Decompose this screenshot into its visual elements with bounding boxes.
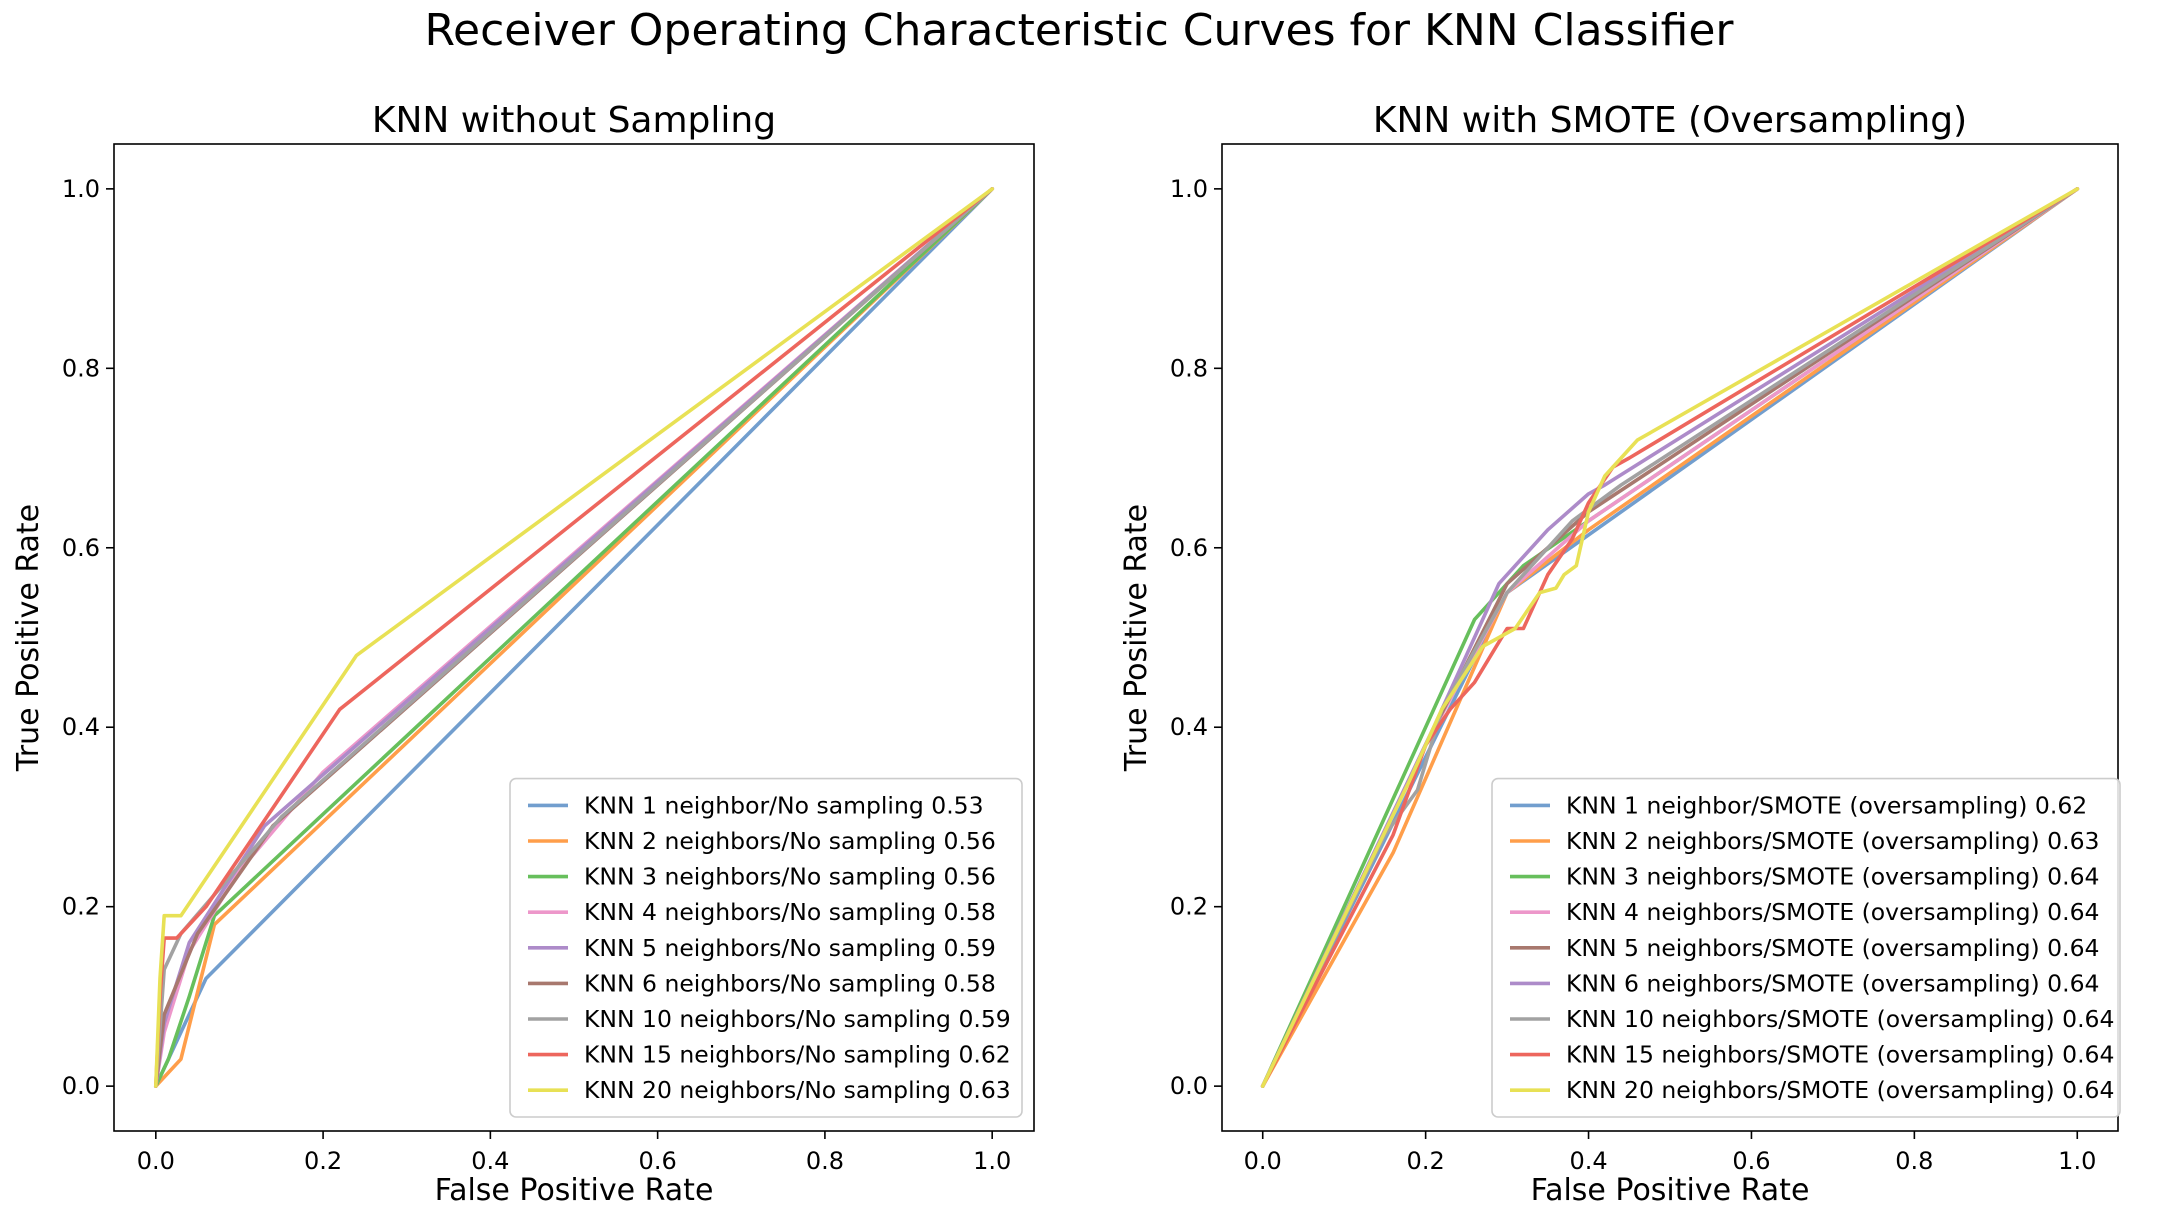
figure-title: Receiver Operating Characteristic Curves… — [424, 5, 1734, 56]
legend-entry: KNN 1 neighbor/No sampling 0.53 — [584, 791, 984, 819]
y-tick-label: 0.2 — [1170, 893, 1208, 921]
x-tick-label: 0.2 — [304, 1147, 342, 1175]
legend-entry: KNN 6 neighbors/No sampling 0.58 — [584, 969, 996, 997]
x-tick-label: 0.8 — [1895, 1147, 1933, 1175]
y-axis-label: True Positive Rate — [11, 504, 46, 772]
x-tick-label: 0.2 — [1407, 1147, 1445, 1175]
y-tick-label: 0.2 — [62, 893, 100, 921]
y-tick-label: 0.8 — [62, 354, 100, 382]
legend-entry: KNN 15 neighbors/No sampling 0.62 — [584, 1041, 1011, 1069]
y-tick-label: 0.0 — [62, 1072, 100, 1100]
y-tick-label: 1.0 — [62, 175, 100, 203]
y-tick-label: 0.4 — [1170, 713, 1208, 741]
y-tick-label: 0.6 — [1170, 534, 1208, 562]
legend-entry: KNN 4 neighbors/SMOTE (oversampling) 0.6… — [1566, 898, 2100, 926]
panel-title: KNN without Sampling — [372, 100, 776, 141]
x-tick-label: 0.6 — [1732, 1147, 1770, 1175]
y-axis-label: True Positive Rate — [1119, 504, 1154, 772]
legend-entry: KNN 3 neighbors/SMOTE (oversampling) 0.6… — [1566, 863, 2100, 891]
legend-entry: KNN 5 neighbors/No sampling 0.59 — [584, 934, 996, 962]
x-tick-label: 0.0 — [1244, 1147, 1282, 1175]
x-tick-label: 0.0 — [137, 1147, 175, 1175]
panel-title: KNN with SMOTE (Oversampling) — [1373, 100, 1967, 141]
legend-entry: KNN 4 neighbors/No sampling 0.58 — [584, 898, 996, 926]
x-axis-label: False Positive Rate — [435, 1173, 714, 1208]
legend-entry: KNN 6 neighbors/SMOTE (oversampling) 0.6… — [1566, 969, 2100, 997]
x-axis-label: False Positive Rate — [1531, 1173, 1810, 1208]
y-tick-label: 0.4 — [62, 713, 100, 741]
x-tick-label: 0.4 — [1569, 1147, 1607, 1175]
x-tick-label: 1.0 — [2058, 1147, 2096, 1175]
legend-entry: KNN 20 neighbors/No sampling 0.63 — [584, 1076, 1011, 1104]
panel-knn-with-smote: KNN with SMOTE (Oversampling) 0.0 0.2 0.4 0.… — [1119, 100, 2120, 1208]
y-tick-label: 0.0 — [1170, 1072, 1208, 1100]
legend-entry: KNN 1 neighbor/SMOTE (oversampling) 0.62 — [1566, 791, 2087, 819]
x-tick-label: 1.0 — [973, 1147, 1011, 1175]
panel-knn-without-sampling: KNN without Sampling 0.0 0.2 0.4 0.6 0.8 1.0 0.… — [11, 100, 1034, 1208]
y-tick-label: 0.8 — [1170, 354, 1208, 382]
legend-entry: KNN 10 neighbors/No sampling 0.59 — [584, 1005, 1011, 1033]
y-tick-label: 0.6 — [62, 534, 100, 562]
legend-entry: KNN 10 neighbors/SMOTE (oversampling) 0.… — [1566, 1005, 2114, 1033]
legend-entry: KNN 3 neighbors/No sampling 0.56 — [584, 863, 996, 891]
legend: KNN 1 neighbor/SMOTE (oversampling) 0.62… — [1492, 779, 2120, 1117]
legend-entry: KNN 15 neighbors/SMOTE (oversampling) 0.… — [1566, 1041, 2114, 1069]
legend: KNN 1 neighbor/No sampling 0.53 KNN 2 nei… — [510, 779, 1022, 1117]
legend-entry: KNN 5 neighbors/SMOTE (oversampling) 0.6… — [1566, 934, 2100, 962]
legend-entry: KNN 2 neighbors/SMOTE (oversampling) 0.6… — [1566, 827, 2100, 855]
y-tick-label: 1.0 — [1170, 175, 1208, 203]
x-tick-label: 0.6 — [639, 1147, 677, 1175]
x-tick-label: 0.8 — [806, 1147, 844, 1175]
x-tick-label: 0.4 — [471, 1147, 509, 1175]
legend-entry: KNN 20 neighbors/SMOTE (oversampling) 0.… — [1566, 1076, 2114, 1104]
legend-entry: KNN 2 neighbors/No sampling 0.56 — [584, 827, 996, 855]
